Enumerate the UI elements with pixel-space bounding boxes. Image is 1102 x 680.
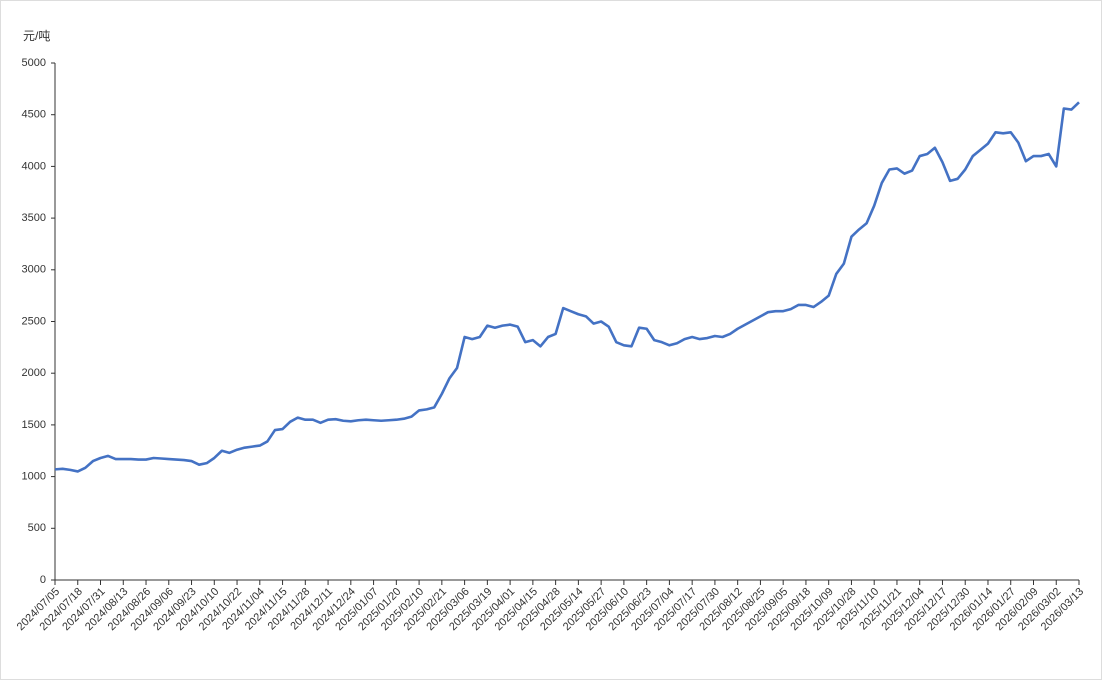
y-tick-label: 4500 <box>22 109 46 121</box>
price-line <box>54 101 1080 473</box>
y-tick-label: 3000 <box>22 264 46 276</box>
y-axis-unit: 元/吨 <box>23 29 50 43</box>
y-tick-label: 500 <box>28 522 46 534</box>
y-tick-label: 3500 <box>22 212 46 224</box>
y-tick-label: 2000 <box>22 367 46 379</box>
y-tick-label: 5000 <box>22 57 46 69</box>
y-tick-label: 4000 <box>22 160 46 172</box>
y-tick-label: 0 <box>40 574 46 586</box>
y-tick-label: 1000 <box>22 471 46 483</box>
y-tick-label: 1500 <box>22 419 46 431</box>
y-tick-label: 2500 <box>22 315 46 327</box>
